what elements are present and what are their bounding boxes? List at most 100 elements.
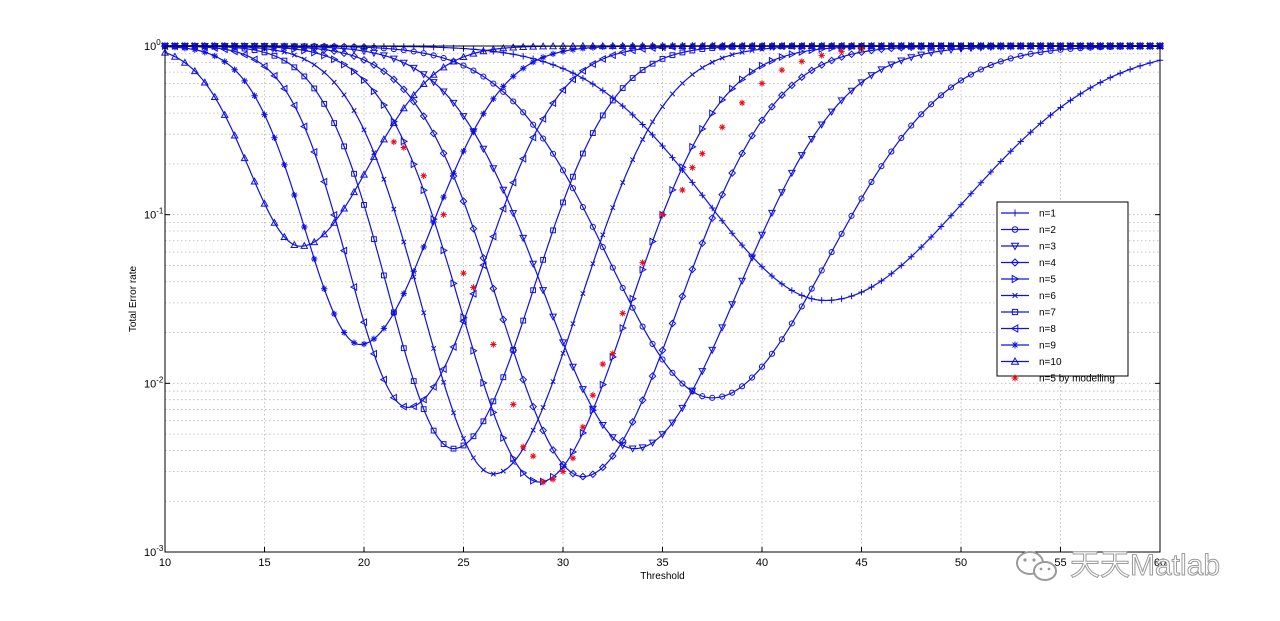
data-point bbox=[1067, 97, 1074, 104]
modelled-point bbox=[599, 360, 606, 368]
data-point bbox=[540, 135, 547, 142]
data-point bbox=[579, 204, 586, 211]
data-point bbox=[489, 232, 497, 241]
data-point bbox=[588, 470, 597, 479]
data-point bbox=[310, 147, 318, 156]
modelled-point bbox=[440, 211, 447, 218]
data-point bbox=[578, 386, 587, 394]
data-point bbox=[698, 239, 707, 248]
data-point bbox=[379, 375, 387, 384]
data-point bbox=[669, 154, 676, 161]
data-point bbox=[867, 72, 876, 80]
data-point bbox=[240, 153, 249, 162]
data-point bbox=[1017, 52, 1024, 59]
data-point bbox=[748, 67, 757, 76]
data-point bbox=[718, 324, 727, 332]
data-point bbox=[420, 406, 427, 413]
data-point bbox=[500, 433, 508, 443]
data-point bbox=[250, 177, 259, 185]
data-point bbox=[390, 309, 398, 317]
data-point bbox=[439, 63, 448, 71]
data-point bbox=[430, 43, 437, 51]
data-point bbox=[718, 190, 727, 199]
data-point bbox=[400, 345, 407, 352]
data-point bbox=[639, 121, 646, 128]
data-point bbox=[260, 62, 268, 71]
data-point bbox=[748, 131, 756, 140]
data-point bbox=[1007, 148, 1014, 155]
modelled-point bbox=[679, 186, 686, 194]
data-point bbox=[519, 42, 528, 50]
modelled-point bbox=[589, 392, 597, 399]
data-point bbox=[271, 52, 278, 59]
data-point bbox=[489, 165, 498, 173]
data-point bbox=[509, 43, 518, 51]
data-point bbox=[420, 243, 427, 251]
data-point bbox=[449, 99, 458, 108]
data-point bbox=[459, 52, 468, 60]
data-point bbox=[907, 54, 916, 62]
data-point bbox=[549, 446, 557, 454]
data-point bbox=[509, 178, 517, 187]
data-point bbox=[937, 223, 945, 230]
data-point bbox=[470, 455, 477, 461]
data-point bbox=[1117, 70, 1124, 77]
data-point bbox=[500, 83, 507, 90]
x-tick-label: 30 bbox=[557, 557, 569, 569]
data-point bbox=[489, 45, 498, 53]
data-point bbox=[419, 71, 428, 79]
data-point bbox=[1017, 138, 1024, 145]
data-point bbox=[329, 210, 338, 219]
x-tick-label: 25 bbox=[457, 557, 469, 569]
data-point bbox=[469, 49, 478, 57]
data-point bbox=[590, 261, 596, 267]
data-point bbox=[300, 43, 309, 52]
data-point bbox=[868, 178, 875, 185]
data-point bbox=[568, 75, 577, 84]
data-point bbox=[550, 227, 556, 234]
data-point bbox=[739, 49, 745, 55]
data-point bbox=[439, 364, 447, 374]
data-point bbox=[410, 268, 417, 275]
wechat-icon bbox=[1016, 551, 1057, 581]
modelled-point bbox=[400, 144, 407, 151]
data-point bbox=[290, 101, 298, 110]
data-point bbox=[739, 75, 747, 84]
data-point bbox=[469, 289, 477, 298]
data-point bbox=[858, 195, 865, 202]
data-point bbox=[380, 325, 388, 332]
data-point bbox=[947, 212, 955, 219]
data-point bbox=[490, 471, 496, 477]
data-point bbox=[827, 56, 836, 65]
data-point bbox=[767, 209, 776, 218]
data-point bbox=[609, 43, 616, 50]
legend-marker-n-9 bbox=[1011, 341, 1019, 349]
data-point bbox=[878, 163, 885, 170]
data-point bbox=[648, 372, 657, 380]
data-point bbox=[898, 134, 905, 142]
data-point bbox=[648, 439, 657, 447]
data-point bbox=[807, 66, 816, 75]
data-point bbox=[341, 92, 347, 98]
modelled-point bbox=[689, 164, 696, 171]
x-tick-label: 10 bbox=[159, 557, 171, 569]
data-point bbox=[828, 297, 835, 304]
data-point bbox=[847, 87, 856, 95]
data-point bbox=[359, 170, 369, 178]
data-point bbox=[560, 350, 566, 356]
data-point bbox=[848, 212, 855, 219]
data-point bbox=[230, 47, 238, 56]
data-point bbox=[967, 190, 975, 197]
data-point bbox=[818, 267, 825, 274]
data-point bbox=[410, 160, 418, 169]
data-point bbox=[470, 433, 477, 440]
data-point bbox=[1057, 104, 1064, 111]
data-point bbox=[599, 244, 606, 251]
data-point bbox=[251, 92, 258, 99]
data-point bbox=[251, 47, 258, 53]
modelled-point bbox=[539, 478, 547, 486]
data-point bbox=[190, 66, 199, 75]
data-point bbox=[381, 176, 387, 182]
data-point bbox=[668, 319, 677, 328]
data-point bbox=[798, 303, 805, 310]
